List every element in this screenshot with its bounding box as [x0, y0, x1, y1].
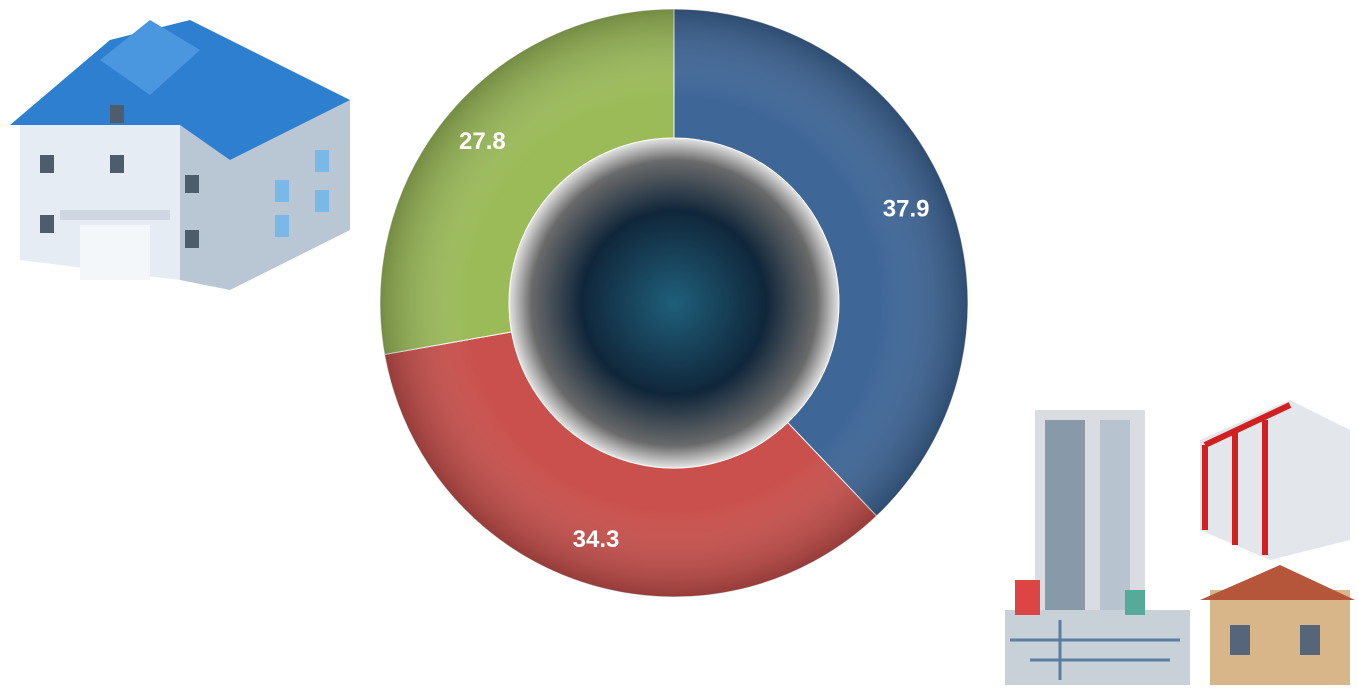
buildings-illustration — [1005, 400, 1355, 685]
data-label: 34.3 — [573, 526, 620, 553]
house-illustration — [10, 20, 350, 290]
data-label: 37.9 — [883, 196, 930, 223]
data-label: 27.8 — [459, 128, 506, 155]
